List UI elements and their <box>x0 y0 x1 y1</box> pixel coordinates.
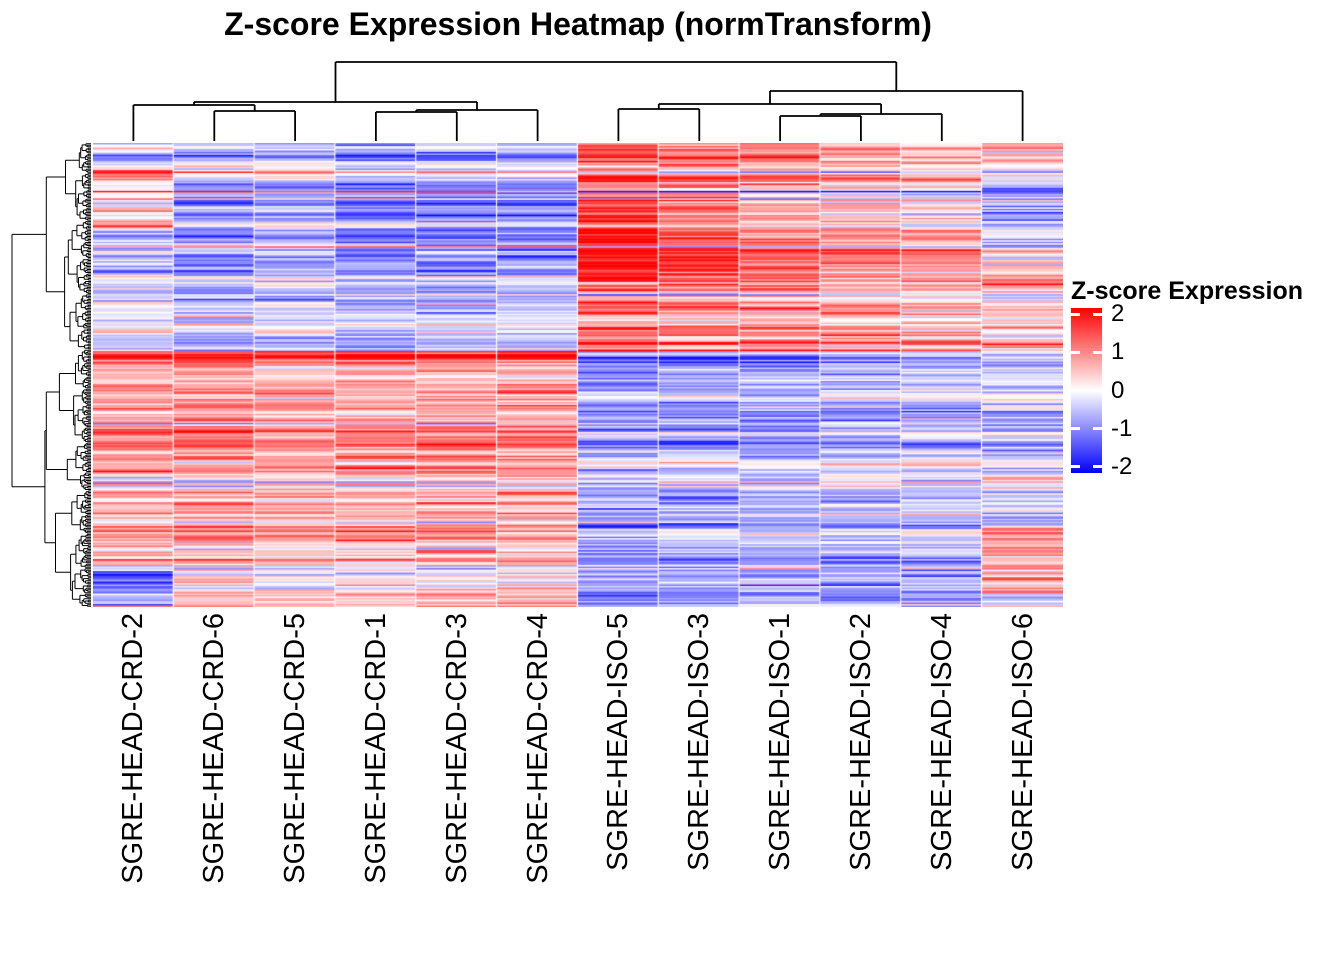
legend-tick-mark <box>1093 312 1102 316</box>
column-label: SGRE-HEAD-ISO-6 <box>1006 613 1039 871</box>
legend-tick-mark <box>1071 312 1080 316</box>
column-label: SGRE-HEAD-CRD-1 <box>359 613 392 884</box>
legend-tick-mark <box>1071 389 1080 392</box>
legend-tick-label: -2 <box>1111 452 1133 480</box>
legend-tick-label: 1 <box>1111 338 1125 366</box>
legend-tick-label: -1 <box>1111 414 1133 442</box>
chart-title: Z-score Expression Heatmap (normTransfor… <box>224 6 932 42</box>
legend-tick-mark <box>1071 465 1080 469</box>
column-label: SGRE-HEAD-CRD-6 <box>198 613 231 884</box>
legend-tick-mark <box>1093 465 1102 469</box>
row-dendrogram <box>11 143 91 607</box>
heatmap-canvas <box>93 143 1063 607</box>
column-dendrogram <box>132 61 1024 141</box>
column-label: SGRE-HEAD-CRD-5 <box>279 613 312 884</box>
legend-tick-label: 2 <box>1111 300 1125 328</box>
column-label: SGRE-HEAD-ISO-2 <box>844 613 877 871</box>
column-label: SGRE-HEAD-ISO-5 <box>602 613 635 871</box>
column-label: SGRE-HEAD-ISO-3 <box>683 613 716 871</box>
legend-tick-label: 0 <box>1111 376 1125 404</box>
legend-tick-mark <box>1071 427 1080 431</box>
column-label: SGRE-HEAD-CRD-4 <box>521 613 554 884</box>
legend-tick-mark <box>1093 427 1102 431</box>
column-label: SGRE-HEAD-ISO-4 <box>925 613 958 871</box>
column-label: SGRE-HEAD-CRD-3 <box>440 613 473 884</box>
legend-title: Z-score Expression <box>1071 277 1304 305</box>
legend-tick-mark <box>1093 389 1102 392</box>
legend-tick-mark <box>1071 350 1080 354</box>
column-label: SGRE-HEAD-ISO-1 <box>764 613 797 871</box>
column-label: SGRE-HEAD-CRD-2 <box>117 613 150 884</box>
legend-tick-mark <box>1093 350 1102 354</box>
